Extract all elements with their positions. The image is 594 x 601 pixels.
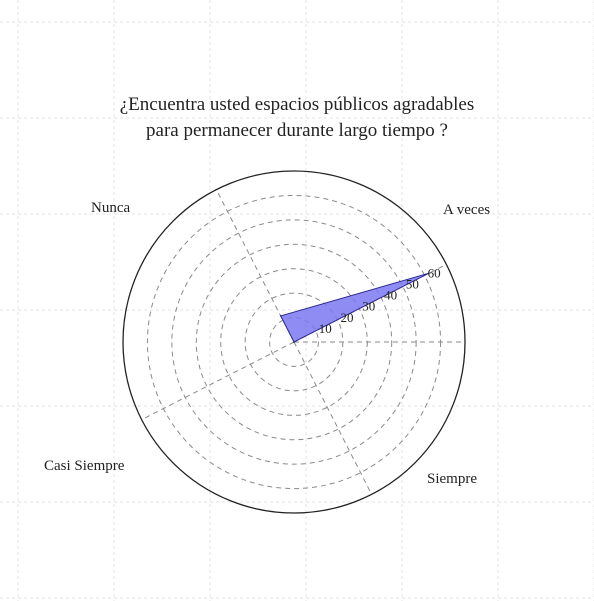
grid-spoke: [141, 341, 295, 421]
radial-tick-label: 10: [319, 321, 332, 336]
grid-ring: [195, 243, 393, 441]
chart-title-line-2: para permanecer durante largo tiempo ?: [146, 120, 448, 141]
data-series-polygon: [279, 272, 430, 343]
data-point: [428, 272, 430, 275]
chart-outline: [122, 170, 466, 514]
radial-tick-label: 60: [428, 265, 441, 280]
grid-spoke: [293, 341, 373, 495]
data-point: [293, 341, 295, 343]
data-point: [279, 315, 282, 317]
chart-title: ¿Encuentra usted espacios públicos agrad…: [0, 92, 594, 144]
radial-tick-label: 20: [341, 310, 354, 325]
category-label: A veces: [443, 202, 490, 218]
radial-tick-label: 40: [384, 288, 397, 303]
chart-title-line-1: ¿Encuentra usted espacios públicos agrad…: [119, 94, 475, 115]
category-label: Nunca: [91, 200, 130, 216]
radial-tick-label: 50: [406, 277, 419, 292]
grid-ring: [269, 317, 319, 367]
radial-tick-label: 30: [362, 299, 375, 314]
grid-ring: [171, 219, 417, 465]
category-label: Casi Siempre: [44, 458, 125, 474]
category-label: Siempre: [427, 471, 477, 487]
